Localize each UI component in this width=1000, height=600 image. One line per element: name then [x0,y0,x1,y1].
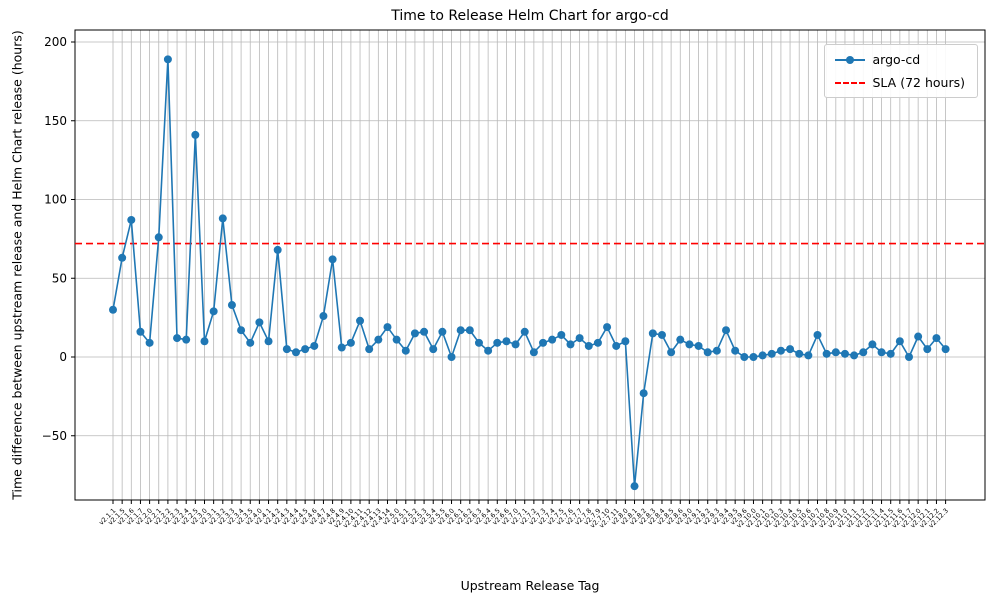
svg-text:100: 100 [44,193,67,207]
y-axis-label: Time difference between upstream release… [9,30,25,500]
legend: argo-cd SLA (72 hours) [823,44,978,98]
svg-text:50: 50 [52,271,67,285]
x-tick-labels: v2.1.1v2.1.5v2.1.6v2.1.7v2.2.0v2.2.1v2.2… [97,500,950,530]
chart-title: Time to Release Helm Chart for argo-cd [391,8,669,24]
legend-series-label: argo-cd [872,52,921,67]
y-tick-labels: 200 150 100 50 0 −50 [42,35,75,443]
x-axis-label: Upstream Release Tag [460,578,600,593]
series-line-swatch-icon [834,55,865,64]
sla-dashed-swatch-icon [834,81,865,84]
legend-entry-series: argo-cd [834,52,966,67]
legend-sla-label: SLA (72 hours) [872,75,966,90]
x-gridlines [112,30,946,500]
y-gridlines [75,41,985,437]
svg-text:0: 0 [59,350,67,364]
series-line [112,59,947,487]
series-markers [109,55,950,491]
svg-text:150: 150 [44,114,67,128]
svg-text:−50: −50 [42,429,67,443]
svg-text:200: 200 [44,35,67,49]
legend-entry-sla: SLA (72 hours) [834,75,966,90]
